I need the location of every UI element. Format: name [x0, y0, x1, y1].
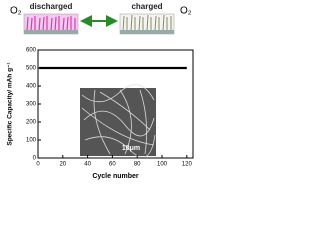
- y-tick-label: 100: [26, 138, 37, 144]
- state-label: charged: [131, 2, 162, 11]
- y-tick-label: 400: [26, 84, 37, 90]
- y-tick-label: 600: [26, 48, 37, 54]
- y-tick-label: 200: [26, 120, 37, 126]
- x-tick-label: 100: [157, 162, 168, 168]
- sem-texture: [81, 84, 156, 158]
- x-tick-label: 60: [109, 162, 116, 168]
- sem-inset: [80, 88, 156, 156]
- x-tick-label: 20: [59, 162, 66, 168]
- x-tick-label: 0: [36, 162, 40, 168]
- gas-label: O₂: [180, 6, 192, 17]
- x-tick-label: 40: [84, 162, 91, 168]
- substrate: [24, 30, 78, 34]
- state-label: discharged: [30, 2, 73, 11]
- y-axis-label: Specific Capacity/ mAh g⁻¹: [7, 62, 14, 145]
- x-tick-label: 80: [134, 162, 141, 168]
- discharged-fibers: [26, 16, 76, 32]
- charged-fibers: [122, 14, 172, 32]
- x-axis-label: Cycle number: [92, 173, 139, 180]
- x-tick-label: 120: [182, 162, 193, 168]
- y-tick-label: 300: [26, 102, 37, 108]
- scale-label: 10μm: [122, 145, 140, 152]
- substrate: [120, 30, 174, 34]
- figure: O₂ discharged charged O₂ 10μm 0100200300…: [7, 2, 194, 180]
- y-tick-label: 500: [26, 66, 37, 72]
- y-tick-label: 0: [33, 156, 37, 162]
- gas-label: O₂: [10, 6, 22, 17]
